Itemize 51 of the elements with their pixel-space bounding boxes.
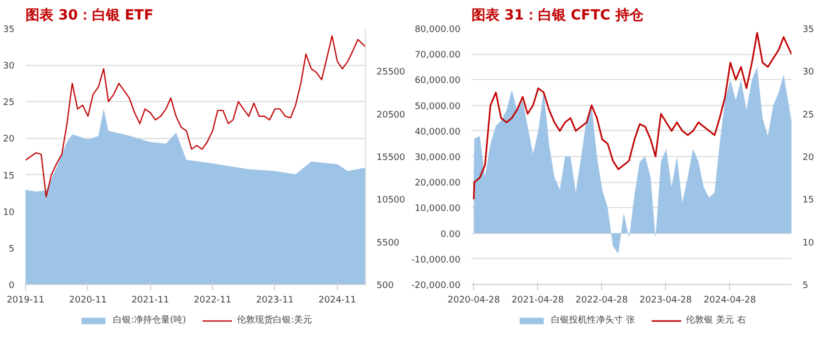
y-tick-label: 25 bbox=[3, 98, 14, 108]
line-series bbox=[472, 32, 792, 200]
chart-title: 图表 30：白银 ETF bbox=[26, 8, 154, 24]
legend-label: 白银投机性净头寸 张 bbox=[551, 314, 636, 326]
y2-tick-label: 25500 bbox=[376, 68, 406, 78]
y-tick-label: 5 bbox=[8, 244, 15, 254]
x-tick-label: 2023-11 bbox=[256, 296, 294, 306]
y-tick-label: 20 bbox=[3, 134, 15, 145]
y-tick-label: 15 bbox=[3, 171, 14, 182]
y-tick-label: 80,000.00 bbox=[414, 25, 461, 35]
y-tick-label: 60,000.00 bbox=[414, 76, 461, 86]
line-series bbox=[26, 35, 366, 198]
y2-tick-label: 10 bbox=[802, 238, 814, 248]
x-tick-label: 2020-04-28 bbox=[448, 296, 500, 306]
y-tick-label: 50,000.00 bbox=[414, 102, 461, 112]
x-tick-label: 2023-04-28 bbox=[640, 296, 692, 306]
x-tick-label: 2022-04-28 bbox=[576, 296, 628, 306]
y2-tick-label: 35 bbox=[802, 25, 814, 35]
y-tick-label: 0.00 bbox=[440, 230, 461, 240]
x-tick-label: 2024-04-28 bbox=[704, 296, 756, 306]
y-tick-label: 20,000.00 bbox=[414, 178, 461, 189]
y2-tick-label: 5500 bbox=[376, 238, 400, 248]
x-tick-label: 2019-11 bbox=[6, 296, 44, 306]
y-tick-label: 70,000.00 bbox=[414, 50, 461, 61]
x-tick-label: 2021-04-28 bbox=[512, 296, 564, 306]
y2-tick-label: 30 bbox=[802, 68, 814, 78]
y-tick-label: 10 bbox=[3, 208, 15, 218]
y-tick-label: -10,000.00 bbox=[411, 255, 461, 266]
chart-title: 图表 31：白银 CFTC 持仓 bbox=[472, 8, 644, 24]
y2-tick-label: 15 bbox=[802, 196, 814, 206]
y2-tick-label: 25 bbox=[802, 110, 814, 120]
legend-label: 伦敦现货白银:美元 bbox=[237, 314, 312, 326]
x-tick-label: 2022-11 bbox=[194, 296, 232, 306]
y-tick-label: 0 bbox=[8, 281, 15, 291]
y2-tick-label: 10500 bbox=[376, 196, 406, 206]
y-tick-label: 30,000.00 bbox=[414, 153, 461, 163]
x-tick-label: 2020-11 bbox=[69, 296, 107, 306]
y-tick-label: 35 bbox=[3, 25, 14, 35]
y2-tick-label: 20 bbox=[802, 153, 814, 163]
y2-tick-label: 15500 bbox=[376, 153, 406, 163]
legend-label: 伦敦银 美元 右 bbox=[686, 314, 746, 326]
x-tick-label: 2021-11 bbox=[131, 296, 170, 306]
y-tick-label: 10,000.00 bbox=[414, 204, 461, 214]
y-tick-label: -20,000.00 bbox=[411, 281, 461, 291]
y-tick-label: 30 bbox=[3, 62, 15, 72]
y2-tick-label: 5 bbox=[802, 281, 808, 291]
y2-tick-label: 20500 bbox=[376, 110, 406, 120]
y-tick-label: 40,000.00 bbox=[414, 127, 461, 138]
y2-tick-label: 500 bbox=[376, 281, 394, 291]
legend-label: 白银:净持仓量(吨) bbox=[112, 314, 186, 326]
x-tick-label: 2024-11 bbox=[318, 296, 356, 306]
